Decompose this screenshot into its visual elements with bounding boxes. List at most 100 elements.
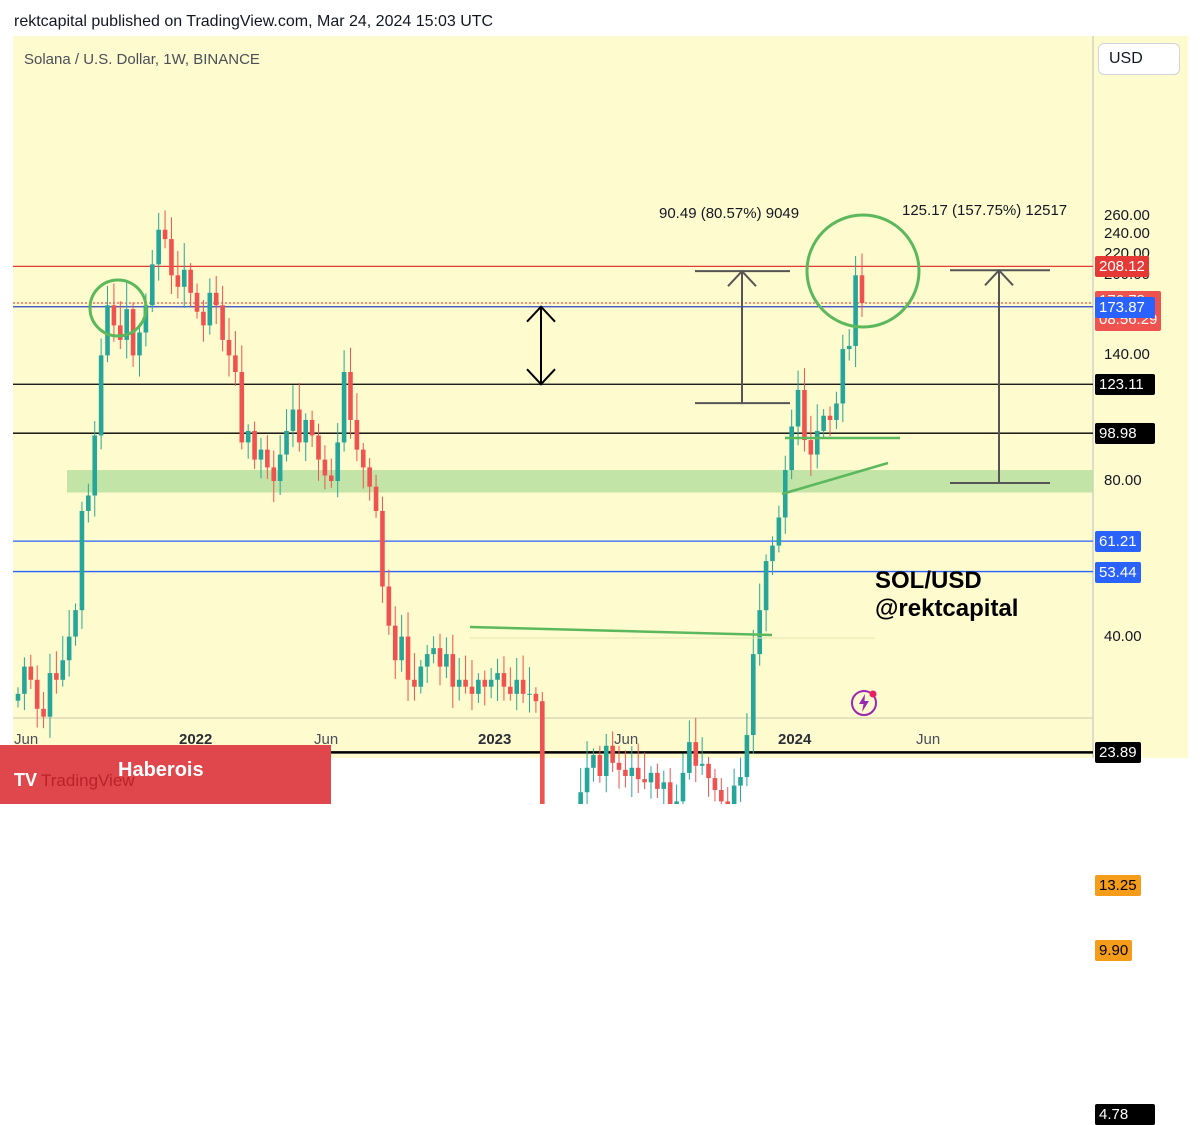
candle-body [501,673,507,687]
candle-body [853,275,858,346]
measurement-label-2: 125.17 (157.75%) 12517 [902,202,1068,219]
candle-body [635,767,641,780]
candle-body [34,679,40,709]
price-axis-label: 140.00 [1104,346,1150,364]
candle-body [540,701,545,804]
candle-body [763,561,769,611]
candle-body [846,345,852,350]
candle-body [290,409,296,431]
candle-body [693,742,699,766]
price-badge: 208.12 [1095,256,1149,278]
support-zone [67,470,1093,493]
candle-body [840,349,846,404]
candle-body [821,415,826,431]
candle-body [488,679,494,687]
price-badge-value: 23.89 [1099,744,1137,762]
highlight-circle-2021 [88,278,148,338]
tradingview-logo-icon: TV [14,770,38,790]
candle-body [757,610,762,655]
price-badge-value: 53.44 [1099,563,1137,581]
candle-body [201,311,206,326]
candle-body [469,686,475,694]
price-badge-value: 9.90 [1099,942,1129,960]
measure-2-arrow-head [984,268,1014,286]
candle-body [47,673,53,717]
candle-body [98,355,104,436]
price-badge-value: 61.21 [1099,533,1137,551]
publisher-header: rektcapital published on TradingView.com… [14,13,494,30]
candle-body [418,666,424,687]
candle-body [92,435,98,496]
price-chart[interactable] [0,0,1200,804]
candle-body [437,648,443,667]
candle-body [118,325,123,340]
measurement-label-1: 90.49 (80.57%) 9049 [659,205,800,222]
candle-body [482,679,488,687]
currency-button[interactable]: USD [1098,43,1180,75]
price-axis-background [1093,36,1188,758]
candle-body [329,475,334,482]
time-axis-label: 2024 [778,731,812,748]
candle-body [444,654,449,667]
candle-body [808,440,814,455]
price-badge: 23.89 [1095,742,1141,764]
candle-body [252,430,257,460]
candle-body [15,693,21,701]
candle-body [105,305,110,356]
price-badge: 9.90 [1095,940,1133,962]
candle-body [271,467,277,482]
time-axis-label: Jun [916,731,941,748]
candle-body [412,679,417,687]
candle-body [738,777,743,786]
candle-body [60,660,66,680]
candle-body [149,264,155,306]
candle-body [303,419,309,443]
candle-body [156,229,161,265]
price-badge-value: 123.11 [1099,376,1144,394]
candle-body [751,654,756,736]
price-badge-value: 13.25 [1099,876,1137,894]
candle-body [226,339,232,356]
candle-body [520,679,526,694]
candle-body [776,517,782,546]
candle-body [584,767,590,793]
candle-body [655,772,660,789]
candle-body [719,789,724,802]
candle-body [188,269,193,293]
candle-body [744,735,750,778]
tradingview-logo-text: TradingView [41,771,135,790]
candle-body [265,449,270,468]
candle-body [341,372,347,443]
price-badge-value: 98.98 [1099,425,1137,443]
candle-body [111,305,117,326]
brand-watermark: SOL/USD @rektcapital [875,567,1018,623]
candle-body [322,459,328,476]
candle-body [143,305,149,333]
time-axis-label: Jun [14,731,39,748]
candle-body [687,742,692,773]
tradingview-logo[interactable]: TV TradingView [14,770,135,791]
candle-body [527,693,532,695]
candle-body [533,693,539,702]
candle-body [277,454,283,482]
candle-body [680,772,686,802]
candle-body [706,763,711,779]
candle-body [667,782,673,804]
price-badge: 53.44 [1095,561,1141,583]
plot-background [13,36,1093,744]
candle-body [354,419,360,450]
lightning-icon[interactable] [850,689,878,717]
candle-body [258,449,264,460]
candle-body [827,415,833,420]
highlight-circle-2024 [805,213,921,329]
candle-body [54,673,59,680]
candle-body [79,510,85,611]
price-axis-label: 40.00 [1104,627,1142,645]
candle-body [316,435,321,460]
candle-body [674,801,679,804]
price-badge: 173.87 [1095,296,1155,318]
candle-body [22,666,27,694]
candle-body [610,745,615,763]
candle-body [424,654,430,667]
price-badge: 61.21 [1095,531,1141,553]
